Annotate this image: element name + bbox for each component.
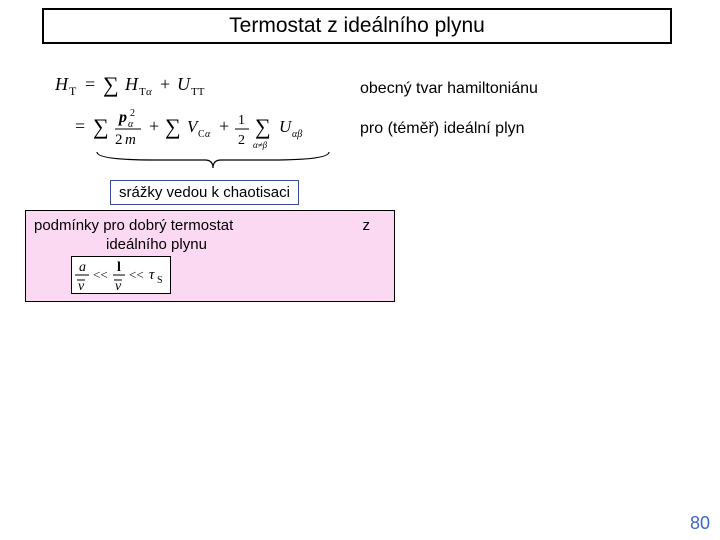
svg-text:U: U	[177, 74, 191, 94]
svg-text:∑: ∑	[103, 72, 119, 97]
svg-text:m: m	[125, 132, 136, 148]
svg-text:2: 2	[130, 108, 135, 119]
svg-text:l: l	[117, 260, 121, 275]
underbrace	[95, 150, 331, 174]
svg-text:H: H	[124, 74, 139, 94]
title-box: Termostat z ideálního plynu	[42, 8, 672, 44]
label-hamiltonian: obecný tvar hamiltoniánu	[360, 80, 538, 98]
svg-text:∑: ∑	[165, 114, 181, 139]
svg-text:+: +	[149, 116, 159, 136]
svg-text:2: 2	[238, 133, 245, 148]
svg-text:∑: ∑	[93, 114, 109, 139]
svg-text:=: =	[75, 116, 85, 136]
svg-text:p: p	[117, 109, 127, 126]
svg-text:α: α	[205, 129, 211, 140]
svg-text:T: T	[69, 84, 77, 98]
svg-text:H: H	[55, 74, 69, 94]
equation-hamiltonian-idealgas: = ∑ p 2 α 2 m + ∑ V C α + 1 2 ∑ α≠β U αβ	[75, 108, 365, 155]
svg-text:<<: <<	[93, 267, 108, 282]
inequality-formula: a v << l v << τ S	[71, 256, 171, 294]
svg-text:τ: τ	[149, 267, 155, 283]
z-label: z	[363, 217, 371, 234]
equation-hamiltonian-general: H T = ∑ H T α + U TT	[55, 70, 295, 105]
svg-text:+: +	[160, 74, 170, 94]
conditions-line1: podmínky pro dobrý termostat	[34, 217, 233, 234]
svg-text:T: T	[139, 86, 146, 98]
svg-text:v: v	[115, 279, 122, 292]
svg-text:S: S	[157, 275, 163, 286]
svg-text:αβ: αβ	[292, 129, 302, 140]
svg-text:1: 1	[238, 113, 245, 128]
conditions-line2: ideálního plynu	[34, 236, 207, 255]
svg-text:α: α	[128, 119, 134, 130]
conditions-text: podmínky pro dobrý termostat ideálního p…	[34, 217, 233, 255]
conditions-box: podmínky pro dobrý termostat ideálního p…	[25, 210, 395, 302]
svg-text:=: =	[85, 74, 95, 94]
svg-text:+: +	[219, 116, 229, 136]
svg-text:2: 2	[115, 132, 123, 148]
svg-text:<<: <<	[129, 267, 144, 282]
svg-text:TT: TT	[191, 86, 205, 98]
svg-text:C: C	[198, 129, 205, 140]
svg-text:∑: ∑	[255, 114, 271, 139]
page-number: 80	[690, 513, 710, 534]
chaotic-label: srážky vedou k chaotisaci	[119, 184, 290, 201]
chaotic-label-box: srážky vedou k chaotisaci	[110, 180, 299, 205]
svg-text:α: α	[146, 86, 152, 98]
svg-text:a: a	[79, 260, 86, 275]
svg-text:α≠β: α≠β	[253, 140, 268, 150]
page-title: Termostat z ideálního plynu	[229, 14, 485, 38]
label-idealgas: pro (téměř) ideální plyn	[360, 120, 525, 138]
svg-text:U: U	[279, 117, 293, 136]
svg-text:v: v	[78, 279, 85, 292]
